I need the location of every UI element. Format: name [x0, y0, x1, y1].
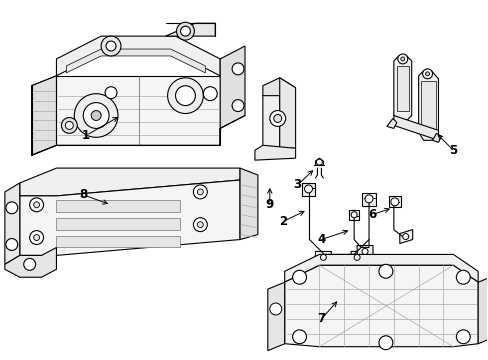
Circle shape — [269, 111, 285, 126]
Circle shape — [83, 103, 109, 129]
Circle shape — [232, 63, 244, 75]
Circle shape — [316, 159, 322, 165]
Polygon shape — [32, 76, 56, 155]
Circle shape — [422, 69, 432, 79]
Polygon shape — [267, 282, 284, 351]
Polygon shape — [393, 116, 438, 140]
Polygon shape — [20, 168, 240, 196]
Polygon shape — [350, 251, 364, 265]
Circle shape — [455, 270, 469, 284]
Text: 2: 2 — [278, 215, 286, 228]
Circle shape — [175, 86, 195, 105]
Circle shape — [167, 78, 203, 113]
Circle shape — [304, 185, 312, 193]
Polygon shape — [420, 81, 435, 130]
Circle shape — [30, 198, 43, 212]
Circle shape — [273, 114, 281, 122]
Circle shape — [353, 255, 359, 260]
Circle shape — [292, 270, 306, 284]
Polygon shape — [301, 183, 315, 196]
Polygon shape — [56, 235, 180, 247]
Text: 5: 5 — [448, 144, 457, 157]
Text: 4: 4 — [317, 233, 325, 246]
Polygon shape — [165, 23, 215, 36]
Circle shape — [292, 330, 306, 344]
Text: 1: 1 — [82, 129, 90, 142]
Polygon shape — [263, 78, 295, 96]
Circle shape — [193, 185, 207, 199]
Circle shape — [425, 72, 428, 76]
Polygon shape — [66, 49, 205, 73]
Circle shape — [400, 57, 404, 61]
Circle shape — [6, 239, 18, 251]
Circle shape — [193, 218, 207, 231]
Circle shape — [34, 202, 40, 208]
Polygon shape — [284, 265, 477, 347]
Polygon shape — [254, 145, 295, 160]
Circle shape — [203, 87, 217, 100]
Circle shape — [180, 26, 190, 36]
Polygon shape — [5, 183, 20, 264]
Polygon shape — [386, 118, 396, 129]
Polygon shape — [477, 275, 488, 344]
Circle shape — [101, 36, 121, 56]
Polygon shape — [56, 36, 220, 76]
Circle shape — [232, 100, 244, 112]
Polygon shape — [263, 88, 279, 156]
Circle shape — [390, 198, 398, 206]
Polygon shape — [56, 200, 180, 212]
Circle shape — [378, 264, 392, 278]
Polygon shape — [315, 251, 331, 265]
Polygon shape — [220, 46, 244, 145]
Polygon shape — [315, 158, 323, 165]
Circle shape — [397, 54, 407, 64]
Polygon shape — [418, 71, 438, 140]
Polygon shape — [56, 76, 220, 145]
Circle shape — [30, 231, 43, 244]
Circle shape — [106, 41, 116, 51]
Circle shape — [269, 303, 281, 315]
Polygon shape — [279, 78, 295, 148]
Circle shape — [402, 234, 408, 239]
Circle shape — [74, 94, 118, 137]
Polygon shape — [356, 246, 372, 257]
Circle shape — [378, 336, 392, 350]
Text: 3: 3 — [293, 179, 301, 192]
Polygon shape — [284, 255, 477, 282]
Circle shape — [197, 189, 203, 195]
Circle shape — [61, 117, 77, 133]
Circle shape — [6, 202, 18, 214]
Text: 9: 9 — [265, 198, 273, 211]
Text: 6: 6 — [367, 208, 375, 221]
Polygon shape — [432, 133, 441, 142]
Circle shape — [350, 212, 356, 218]
Circle shape — [365, 195, 372, 203]
Circle shape — [197, 222, 203, 228]
Circle shape — [34, 235, 40, 240]
Circle shape — [91, 111, 101, 121]
Circle shape — [24, 258, 36, 270]
Polygon shape — [5, 247, 56, 277]
Polygon shape — [393, 56, 411, 121]
Polygon shape — [361, 193, 375, 206]
Polygon shape — [240, 168, 257, 239]
Circle shape — [176, 22, 194, 40]
Polygon shape — [399, 230, 412, 243]
Circle shape — [65, 121, 73, 129]
Polygon shape — [56, 218, 180, 230]
Circle shape — [105, 87, 117, 99]
Polygon shape — [388, 196, 400, 207]
Circle shape — [320, 255, 325, 260]
Text: 7: 7 — [317, 312, 325, 325]
Text: 8: 8 — [79, 188, 87, 201]
Polygon shape — [32, 76, 56, 155]
Polygon shape — [20, 180, 240, 255]
Polygon shape — [396, 66, 408, 111]
Circle shape — [361, 248, 367, 255]
Polygon shape — [348, 210, 358, 220]
Circle shape — [455, 330, 469, 344]
